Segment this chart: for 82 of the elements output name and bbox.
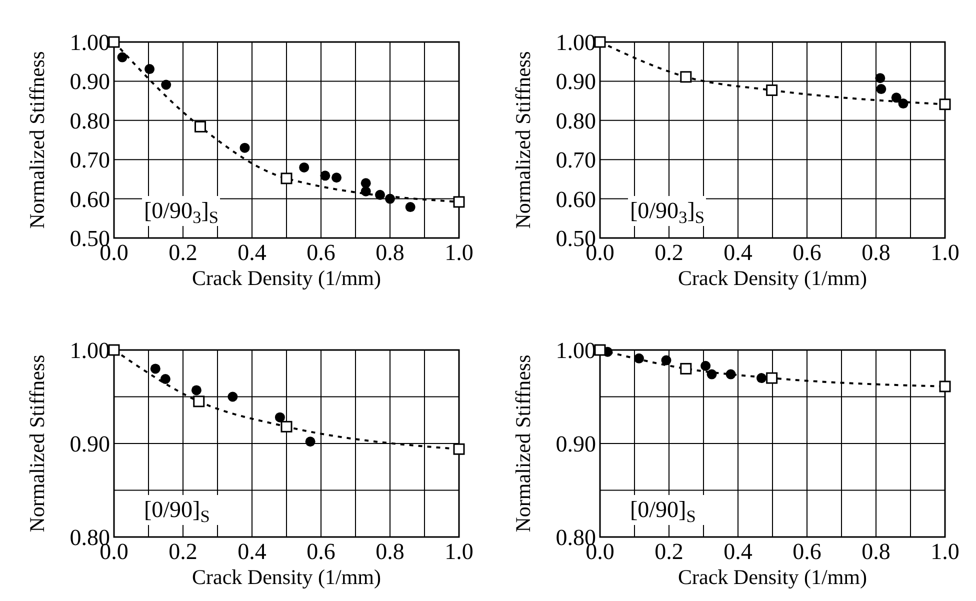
x-axis-title: Crack Density (1/mm)	[192, 266, 381, 290]
y-axis-title: Normalized Stiffness	[25, 51, 49, 229]
x-tick-label: 0.8	[862, 240, 890, 265]
point	[108, 344, 120, 356]
y-tick-label: 0.90	[556, 69, 596, 94]
point	[280, 420, 292, 432]
x-tick-label: 0.4	[238, 539, 267, 564]
point	[191, 385, 202, 396]
x-tick-label: 1.0	[930, 240, 960, 265]
point	[360, 178, 371, 188]
y-axis-title: Normalized Stiffness	[511, 51, 535, 229]
point	[766, 84, 778, 96]
point	[160, 374, 170, 384]
point	[680, 362, 692, 374]
x-tick-label: 0.6	[792, 240, 822, 265]
x-tick-label: 0.2	[168, 539, 198, 564]
y-tick-label: 0.90	[70, 69, 110, 94]
point	[108, 36, 120, 48]
point	[274, 412, 285, 422]
x-tick-label: 0.8	[376, 539, 404, 564]
annotation: [0/90]$_{S}$	[144, 497, 210, 526]
y-tick-label: 0.90	[70, 432, 110, 456]
y-tick-label: 1.00	[556, 30, 596, 55]
annotation: [0/90$_{3}$]$_{S}$	[144, 198, 218, 228]
x-tick-label: 1.0	[444, 240, 474, 265]
point	[661, 355, 672, 366]
y-tick-label: 1.00	[70, 338, 110, 363]
x-tick-label: 1.0	[444, 539, 474, 564]
x-tick-label: 0.4	[724, 539, 753, 564]
point	[875, 73, 886, 84]
point	[766, 372, 778, 384]
y-tick-label: 0.90	[556, 432, 596, 456]
point	[891, 92, 902, 103]
point	[320, 170, 330, 181]
x-axis-title: Crack Density (1/mm)	[192, 565, 381, 589]
y-tick-label: 0.60	[556, 186, 596, 212]
y-tick-label: 0.80	[556, 108, 596, 134]
x-tick-label: 0.6	[306, 240, 336, 265]
point	[305, 436, 316, 447]
y-tick-label: 0.70	[70, 148, 110, 173]
point	[405, 202, 416, 212]
point	[594, 344, 606, 356]
x-tick-label: 0.8	[376, 240, 404, 265]
y-tick-label: 0.60	[70, 186, 110, 212]
x-axis-title: Crack Density (1/mm)	[678, 266, 867, 290]
point	[228, 392, 238, 402]
point	[194, 120, 206, 132]
point	[939, 98, 951, 110]
annotation: [0/90]$_{S}$	[630, 497, 696, 526]
point	[332, 172, 342, 183]
y-tick-label: 1.00	[556, 338, 596, 363]
point	[453, 196, 465, 208]
x-tick-label: 0.2	[168, 240, 198, 265]
point	[280, 172, 292, 184]
x-tick-label: 0.2	[654, 240, 684, 265]
point	[594, 36, 606, 48]
x-tick-label: 0.4	[238, 240, 267, 265]
point	[240, 142, 250, 153]
point	[299, 162, 310, 172]
point	[939, 380, 951, 392]
point	[150, 364, 160, 374]
point	[680, 71, 692, 83]
x-tick-label: 0.4	[724, 240, 753, 265]
y-tick-label: 0.70	[556, 148, 596, 173]
x-tick-label: 0.6	[792, 539, 822, 564]
point	[144, 64, 155, 74]
y-tick-label: 0.80	[70, 108, 110, 134]
x-tick-label: 1.0	[930, 539, 960, 564]
point	[117, 52, 128, 62]
point	[876, 84, 886, 94]
point	[700, 360, 711, 371]
y-tick-label: 1.00	[70, 30, 110, 55]
x-tick-label: 0.6	[306, 539, 336, 564]
point	[453, 443, 465, 455]
point	[193, 396, 205, 408]
point	[161, 80, 172, 90]
y-axis-title: Normalized Stiffness	[511, 354, 535, 532]
x-tick-label: 0.8	[862, 539, 890, 564]
x-axis-title: Crack Density (1/mm)	[678, 565, 867, 589]
y-axis-title: Normalized Stiffness	[25, 354, 49, 532]
annotation: [0/90$_{3}$]$_{S}$	[630, 198, 704, 228]
x-tick-label: 0.2	[654, 539, 684, 564]
